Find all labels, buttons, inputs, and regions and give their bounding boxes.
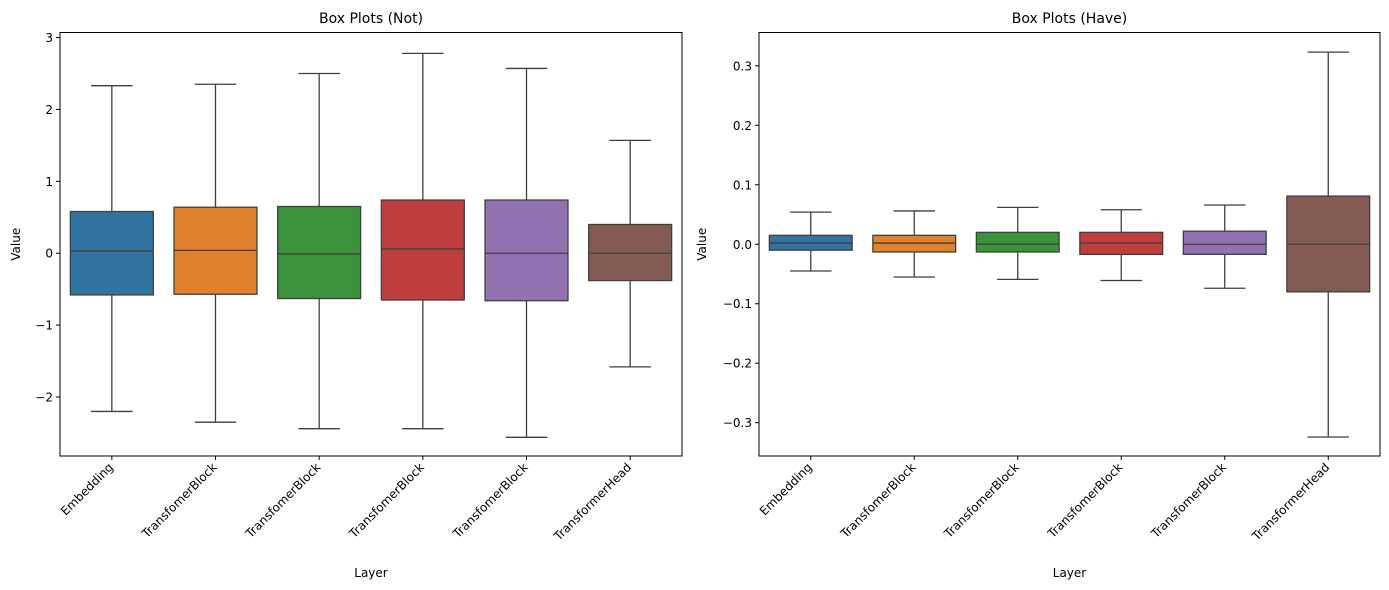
x-tick-label: TransfomerBlock bbox=[1044, 460, 1125, 541]
x-tick-label: TransfomerBlock bbox=[837, 460, 918, 541]
y-tick-label: 2 bbox=[45, 103, 53, 117]
box-1 bbox=[173, 83, 258, 423]
box-rect bbox=[277, 205, 362, 300]
y-axis-label: Value bbox=[9, 228, 23, 261]
box-rect bbox=[975, 231, 1060, 253]
box-rect bbox=[484, 199, 569, 302]
y-tick-label: −2 bbox=[35, 391, 53, 405]
y-tick-label: 3 bbox=[45, 31, 53, 45]
box-3 bbox=[1079, 209, 1164, 282]
box-5 bbox=[1286, 51, 1371, 438]
box-4 bbox=[1182, 204, 1267, 289]
box-0 bbox=[69, 85, 154, 413]
y-axis-label: Value bbox=[695, 228, 709, 261]
x-tick-label: TransformerHead bbox=[551, 460, 635, 544]
y-tick-label: 0.3 bbox=[733, 59, 752, 73]
box-rect bbox=[69, 210, 154, 296]
chart-title: Box Plots (Have) bbox=[1012, 11, 1128, 27]
x-tick-label: TransfomerBlock bbox=[138, 460, 219, 541]
y-tick-label: 0.0 bbox=[733, 238, 752, 252]
x-tick-label: TransfomerBlock bbox=[242, 460, 323, 541]
y-tick-label: 0.2 bbox=[733, 119, 752, 133]
x-tick-label: TransfomerBlock bbox=[941, 460, 1022, 541]
box-1 bbox=[872, 210, 957, 278]
x-axis-label: Layer bbox=[1053, 566, 1087, 580]
y-tick-label: −0.1 bbox=[723, 297, 752, 311]
axes-frame bbox=[59, 32, 683, 457]
box-rect bbox=[380, 199, 465, 301]
box-rect bbox=[588, 223, 673, 282]
box-3 bbox=[380, 52, 465, 430]
y-tick-label: −0.2 bbox=[723, 357, 752, 371]
y-tick-label: −1 bbox=[35, 319, 53, 333]
box-2 bbox=[975, 206, 1060, 280]
chart-title: Box Plots (Not) bbox=[319, 11, 423, 27]
y-tick-label: 0.1 bbox=[733, 178, 752, 192]
box-4 bbox=[484, 67, 569, 438]
x-tick-label: Embedding bbox=[58, 460, 116, 518]
right-chart-panel: Box Plots (Have) −0.3 −0.2 −0.1 0.0 0.1 0.2 0.3… bbox=[695, 11, 1381, 580]
x-axis-label: Layer bbox=[354, 566, 388, 580]
x-tick-label: TransfomerBlock bbox=[346, 460, 427, 541]
x-tick-label: TransfomerBlock bbox=[1148, 460, 1229, 541]
left-chart-panel: Box Plots (Not) −2 −1 0 1 2 3 Embedding Transfom… bbox=[9, 11, 683, 580]
box-5 bbox=[588, 139, 673, 368]
box-0 bbox=[768, 211, 853, 272]
x-tick-label: Embedding bbox=[757, 460, 815, 518]
y-tick-label: 1 bbox=[45, 175, 53, 189]
x-tick-label: TransformerHead bbox=[1249, 460, 1333, 544]
y-tick-label: −0.3 bbox=[723, 416, 752, 430]
box-2 bbox=[277, 72, 362, 430]
x-tick-label: TransfomerBlock bbox=[449, 460, 530, 541]
y-tick-label: 0 bbox=[45, 247, 53, 261]
box-rect bbox=[1182, 230, 1267, 256]
